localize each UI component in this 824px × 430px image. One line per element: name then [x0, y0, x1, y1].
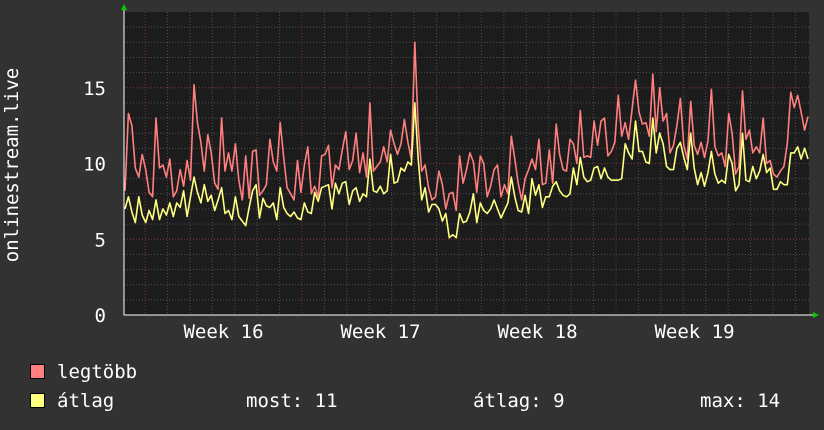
series-layer — [124, 41, 809, 239]
series-line-avg — [124, 102, 809, 239]
legend-label-max: legtöbb — [57, 361, 138, 383]
stat-maximum-value: 14 — [757, 390, 781, 412]
grid — [124, 12, 809, 315]
x-tick-label: Week 17 — [340, 321, 420, 343]
stat-maximum: max: 14 — [700, 390, 780, 412]
y-tick-label: 15 — [83, 78, 106, 100]
x-tick-label: Week 19 — [654, 321, 734, 343]
legend-item-max: legtöbb — [30, 361, 137, 383]
x-tick-label: Week 18 — [497, 321, 577, 343]
stat-maximum-label: max: — [700, 390, 746, 412]
y-tick-label: 10 — [83, 154, 106, 176]
stat-current: most: 11 — [246, 390, 338, 412]
stat-average-value: 9 — [553, 390, 565, 412]
stat-average: átlag: 9 — [473, 390, 565, 412]
legend-label-avg: átlag — [57, 390, 115, 412]
legend-swatch-max — [30, 364, 45, 379]
y-tick-label: 5 — [95, 229, 106, 251]
legend-item-avg: átlag — [30, 390, 114, 412]
y-axis-arrow-icon — [121, 4, 127, 10]
y-tick-label: 0 — [95, 305, 106, 327]
stat-current-label: most: — [246, 390, 304, 412]
stat-current-value: 11 — [314, 390, 338, 412]
axes: 0 5 10 15 Week 16 Week 17 Week 18 Week 19 — [83, 4, 819, 343]
legend-swatch-avg — [30, 393, 45, 408]
y-axis-label: onlinestream.live — [1, 68, 23, 262]
x-tick-label: Week 16 — [183, 321, 263, 343]
stat-average-label: átlag: — [473, 390, 542, 412]
x-axis-arrow-icon — [813, 312, 819, 318]
series-line-max — [124, 41, 809, 212]
